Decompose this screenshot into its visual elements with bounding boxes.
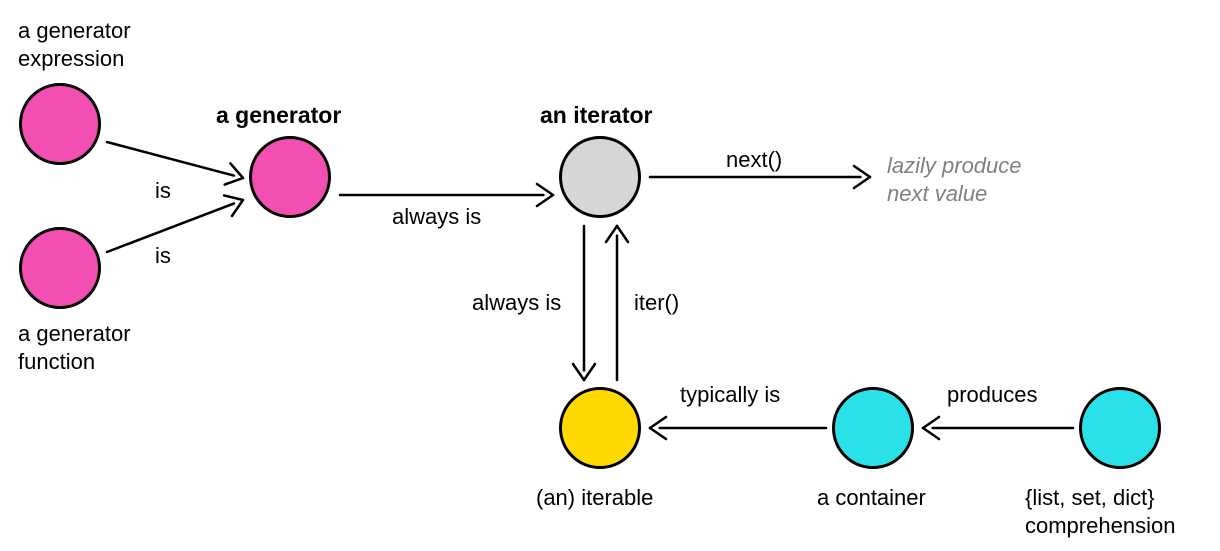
label-gen_expr: a generator expression xyxy=(18,17,131,72)
edge-label-1: is xyxy=(155,243,171,269)
label-container: a container xyxy=(817,484,926,512)
label-iterable: (an) iterable xyxy=(536,484,653,512)
node-gen_func xyxy=(19,227,101,309)
node-container xyxy=(832,387,914,469)
edge-label-6: typically is xyxy=(680,382,780,408)
node-iterable xyxy=(559,387,641,469)
edge-label-5: iter() xyxy=(634,290,679,316)
edge-label-0: is xyxy=(155,178,171,204)
node-gen_expr xyxy=(19,83,101,165)
edge-label-3: next() xyxy=(726,147,782,173)
label-lazy_out: lazily produce next value xyxy=(887,152,1022,207)
edge-label-4: always is xyxy=(472,290,561,316)
node-iterator xyxy=(559,136,641,218)
label-iterator: an iterator xyxy=(540,101,652,130)
node-comprehension xyxy=(1079,387,1161,469)
edges-layer xyxy=(0,0,1220,551)
edge-label-2: always is xyxy=(392,204,481,230)
diagram-stage: a generator expression a generator functi… xyxy=(0,0,1220,551)
edge-label-7: produces xyxy=(947,382,1038,408)
label-comprehension: {list, set, dict} comprehension xyxy=(1025,484,1175,539)
node-generator xyxy=(249,136,331,218)
label-generator: a generator xyxy=(216,101,341,130)
label-gen_func: a generator function xyxy=(18,320,131,375)
